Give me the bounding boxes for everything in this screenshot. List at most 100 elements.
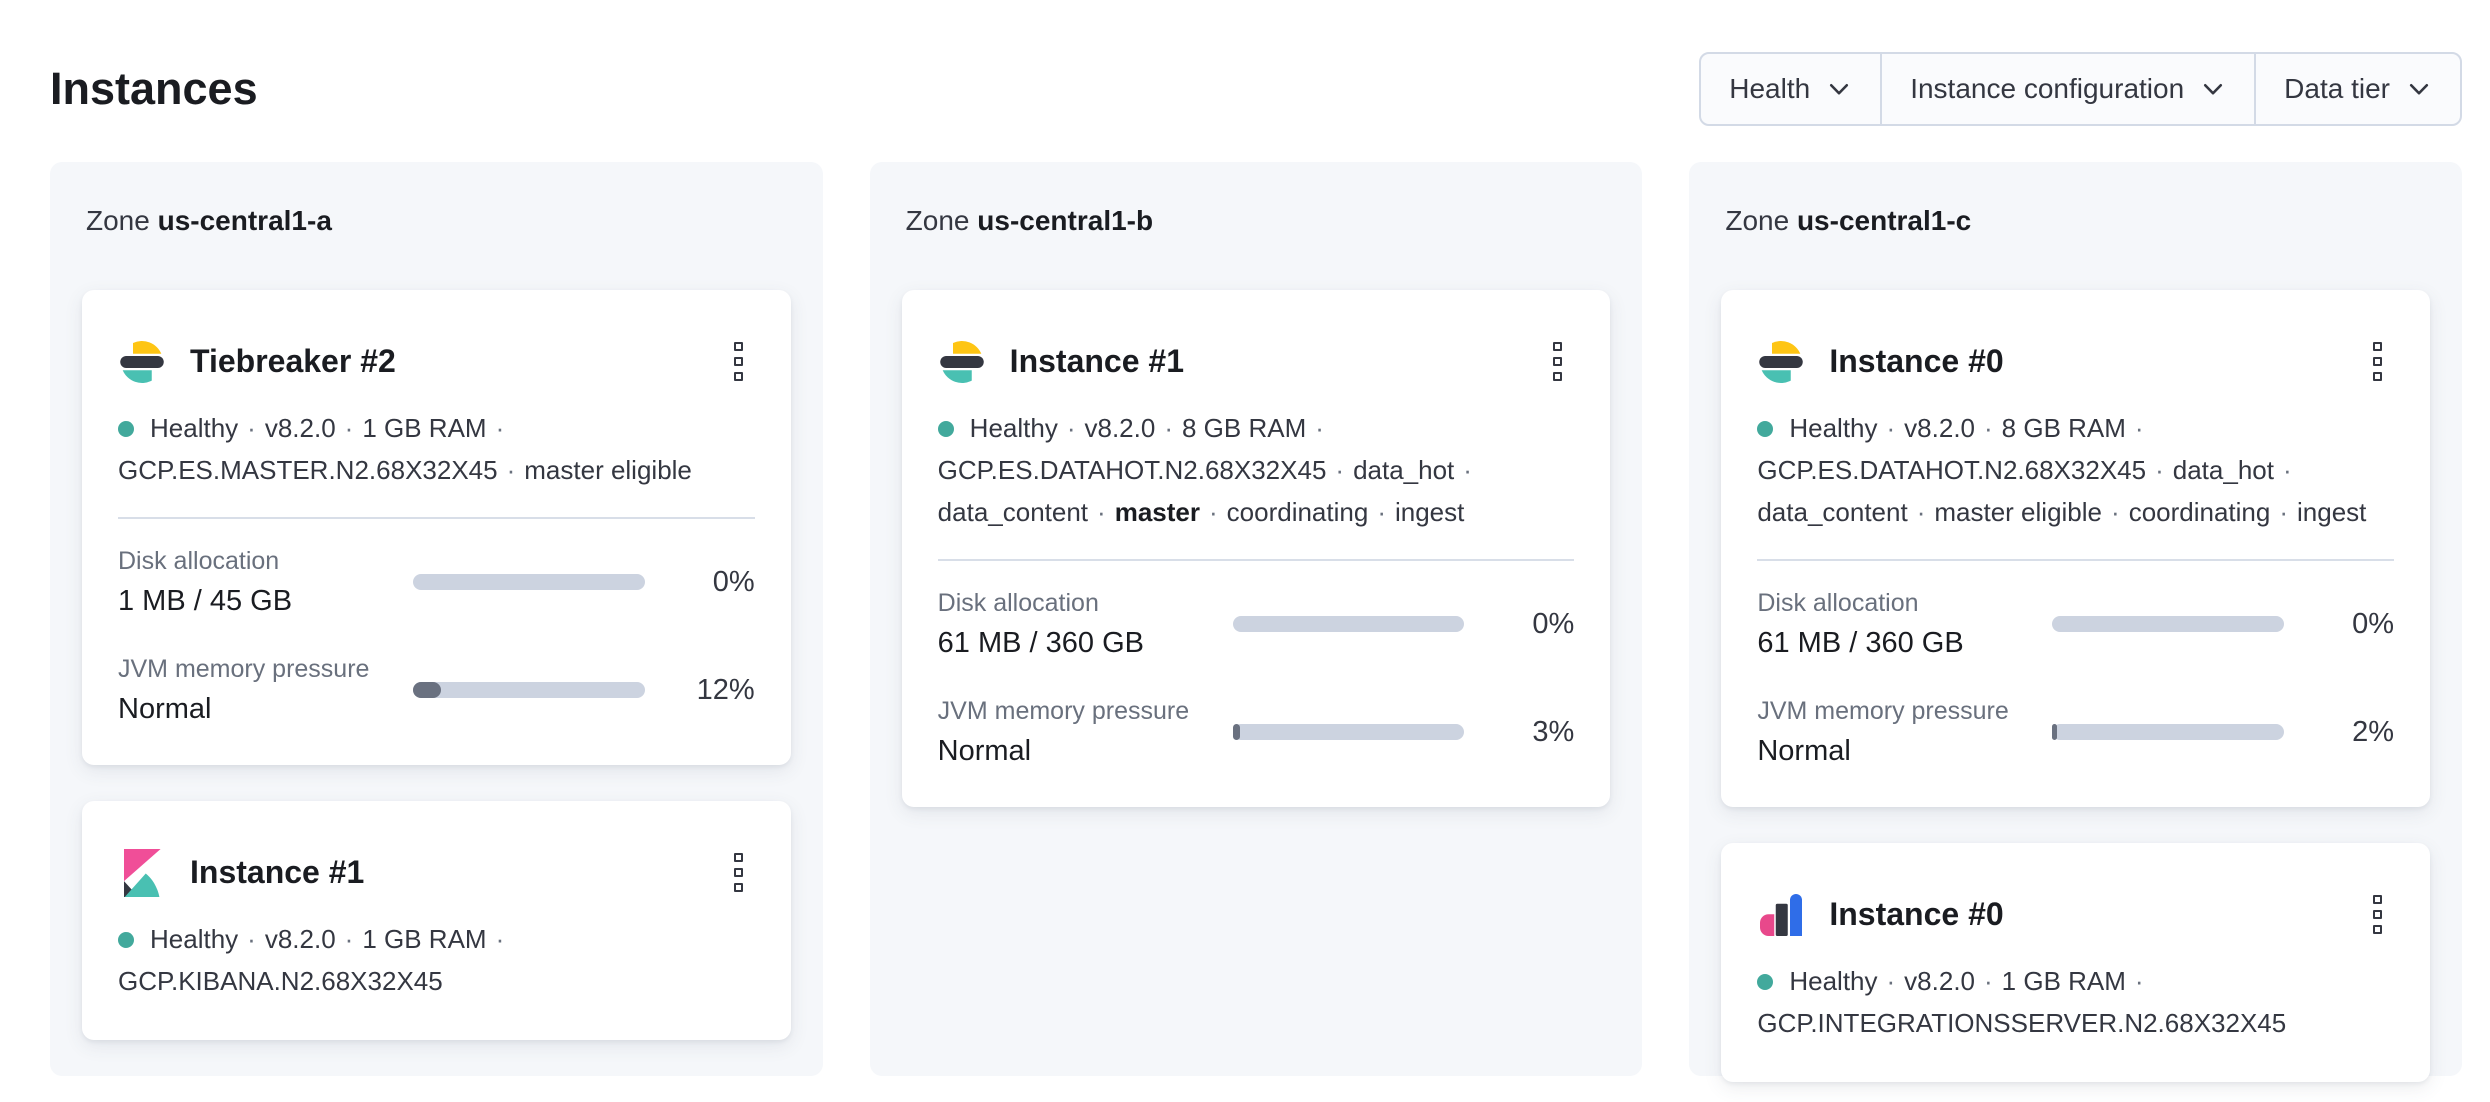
- instance-card: Instance #1 Healthy · v8.2.0 · 1 GB RAM · GCP.…: [82, 801, 791, 1040]
- elasticsearch-logo: [118, 338, 166, 386]
- metric-row: JVM memory pressure Normal 3%: [938, 695, 1575, 769]
- metric-value: Normal: [1757, 735, 1851, 767]
- integrations-server-logo: [1757, 891, 1805, 939]
- zone-panel: Zone us-central1-c Instance #0 Healthy · v…: [1689, 162, 2463, 1082]
- metric-value: 61 MB / 360 GB: [937, 627, 1144, 659]
- boxes-vertical-icon: [733, 357, 743, 366]
- zone-label: Zone us-central1-c: [1725, 204, 2430, 238]
- status-separator: ·: [1164, 413, 1173, 443]
- instance-menu-button[interactable]: [722, 334, 755, 389]
- status-token: Healthy: [150, 924, 239, 954]
- instance-menu-button[interactable]: [1541, 334, 1574, 389]
- metric-row: Disk allocation 61 MB / 360 GB 0%: [938, 587, 1575, 661]
- elasticsearch-logo: [1759, 340, 1804, 383]
- health-status-icon: [1757, 421, 1774, 437]
- status-separator: ·: [1916, 497, 1926, 527]
- instance-menu-button[interactable]: [722, 845, 755, 900]
- card-header: Instance #0: [1757, 887, 2394, 942]
- elasticsearch-logo: [938, 338, 986, 386]
- status-token: GCP.ES.MASTER.N2.68X32X45: [118, 455, 498, 485]
- progress-fill: [1232, 724, 1240, 740]
- boxes-vertical-icon: [733, 853, 743, 862]
- progress-fill: [413, 682, 441, 698]
- status-token: v8.2.0: [1084, 413, 1156, 443]
- status-separator: ·: [1463, 455, 1472, 485]
- status-separator: ·: [2279, 497, 2289, 527]
- instance-status: Healthy · v8.2.0 · 1 GB RAM · GCP.INTEGRATIONS…: [1757, 960, 2394, 1044]
- health-status-icon: [1757, 974, 1774, 990]
- metric-info: Disk allocation 61 MB / 360 GB: [1757, 587, 2052, 661]
- status-token: v8.2.0: [1904, 966, 1975, 996]
- instance-metrics: Disk allocation 61 MB / 360 GB 0% JVM me…: [1757, 587, 2394, 769]
- boxes-vertical-icon: [1553, 357, 1563, 366]
- status-line: Healthy · v8.2.0 · 8 GB RAM ·: [937, 407, 1575, 449]
- status-line: GCP.ES.DATAHOT.N2.68X32X45 · data_hot ·: [1757, 449, 2394, 491]
- zone-cards: Tiebreaker #2 Healthy · v8.2.0 · 1 GB RAM · GC…: [82, 290, 791, 1040]
- progress-bar: [413, 574, 645, 590]
- filter-button-instance-configuration[interactable]: Instance configuration: [1880, 54, 2254, 124]
- metric-row: JVM memory pressure Normal 2%: [1757, 695, 2394, 769]
- status-token: data_content: [1757, 497, 1908, 527]
- chevron-down-icon: [2409, 83, 2429, 95]
- metric-percent: 0%: [712, 565, 755, 598]
- filter-label: Instance configuration: [1910, 73, 2185, 104]
- metric-label: JVM memory pressure: [937, 697, 1190, 725]
- instance-title: Instance #1: [190, 854, 365, 890]
- zone-label: Zone us-central1-a: [86, 204, 791, 238]
- status-token: v8.2.0: [1904, 413, 1975, 443]
- elasticsearch-logo: [120, 340, 164, 383]
- instance-menu-button[interactable]: [2361, 334, 2394, 389]
- health-status-icon: [118, 421, 134, 437]
- zone-name: us-central1-c: [1796, 205, 1972, 236]
- metric-row: JVM memory pressure Normal 12%: [118, 653, 755, 727]
- status-separator: ·: [1097, 497, 1106, 527]
- status-token: GCP.INTEGRATIONSSERVER.N2.68X32X45: [1757, 1008, 2287, 1038]
- filter-label: Health: [1729, 73, 1811, 104]
- status-token: ingest: [2297, 497, 2367, 527]
- status-token: coordinating: [1226, 497, 1369, 527]
- status-separator: ·: [1886, 413, 1896, 443]
- metric-info: Disk allocation 1 MB / 45 GB: [118, 545, 413, 619]
- instance-status: Healthy · v8.2.0 · 1 GB RAM · GCP.ES.MASTER.N2…: [118, 407, 755, 491]
- status-token: 1 GB RAM: [362, 924, 487, 954]
- status-token: coordinating: [2128, 497, 2271, 527]
- status-separator: ·: [2282, 455, 2292, 485]
- status-separator: ·: [247, 924, 256, 954]
- boxes-vertical-icon: [2373, 910, 2383, 919]
- filter-button-data-tier[interactable]: Data tier: [2254, 54, 2460, 124]
- metric-label: Disk allocation: [1757, 589, 1919, 617]
- boxes-vertical-icon: [1553, 372, 1563, 381]
- status-line: Healthy · v8.2.0 · 1 GB RAM ·: [118, 407, 755, 449]
- status-line: GCP.INTEGRATIONSSERVER.N2.68X32X45: [1757, 1002, 2394, 1044]
- boxes-vertical-icon: [733, 883, 743, 892]
- metric-label: Disk allocation: [937, 589, 1099, 617]
- boxes-vertical-icon: [2373, 357, 2383, 366]
- status-line: Healthy · v8.2.0 · 1 GB RAM ·: [1757, 960, 2394, 1002]
- status-token: data_hot: [1353, 455, 1455, 485]
- boxes-vertical-icon: [2373, 925, 2383, 934]
- metric-percent: 12%: [696, 673, 755, 706]
- filter-button-health[interactable]: Health: [1701, 54, 1880, 124]
- status-separator: ·: [1984, 413, 1993, 443]
- instance-metrics: Disk allocation 61 MB / 360 GB 0% JVM me…: [938, 587, 1575, 769]
- metric-percent: 0%: [2352, 607, 2395, 640]
- metric-percent: 2%: [2352, 715, 2395, 748]
- status-line: GCP.KIBANA.N2.68X32X45: [118, 960, 755, 1002]
- metric-percent: 0%: [1532, 607, 1575, 640]
- boxes-vertical-icon: [2373, 372, 2383, 381]
- status-separator: ·: [1066, 413, 1076, 443]
- instance-title: Instance #1: [1009, 343, 1184, 379]
- instance-title: Instance #0: [1829, 896, 2004, 932]
- zones-row: Zone us-central1-a Tiebreaker #2 Healthy…: [50, 162, 2463, 1082]
- elasticsearch-logo: [939, 340, 984, 383]
- card-divider: [1757, 559, 2395, 561]
- status-separator: ·: [1984, 966, 1993, 996]
- status-separator: ·: [2134, 966, 2144, 996]
- zone-cards: Instance #0 Healthy · v8.2.0 · 8 GB RAM · GCP.…: [1721, 290, 2431, 1082]
- zone-cards: Instance #1 Healthy · v8.2.0 · 8 GB RAM · GCP.…: [901, 290, 1611, 807]
- zone-label-prefix: Zone: [1725, 205, 1790, 236]
- status-token: data_hot: [2172, 455, 2274, 485]
- status-separator: ·: [344, 924, 354, 954]
- progress-bar: [2052, 616, 2285, 632]
- instance-menu-button[interactable]: [2361, 887, 2394, 942]
